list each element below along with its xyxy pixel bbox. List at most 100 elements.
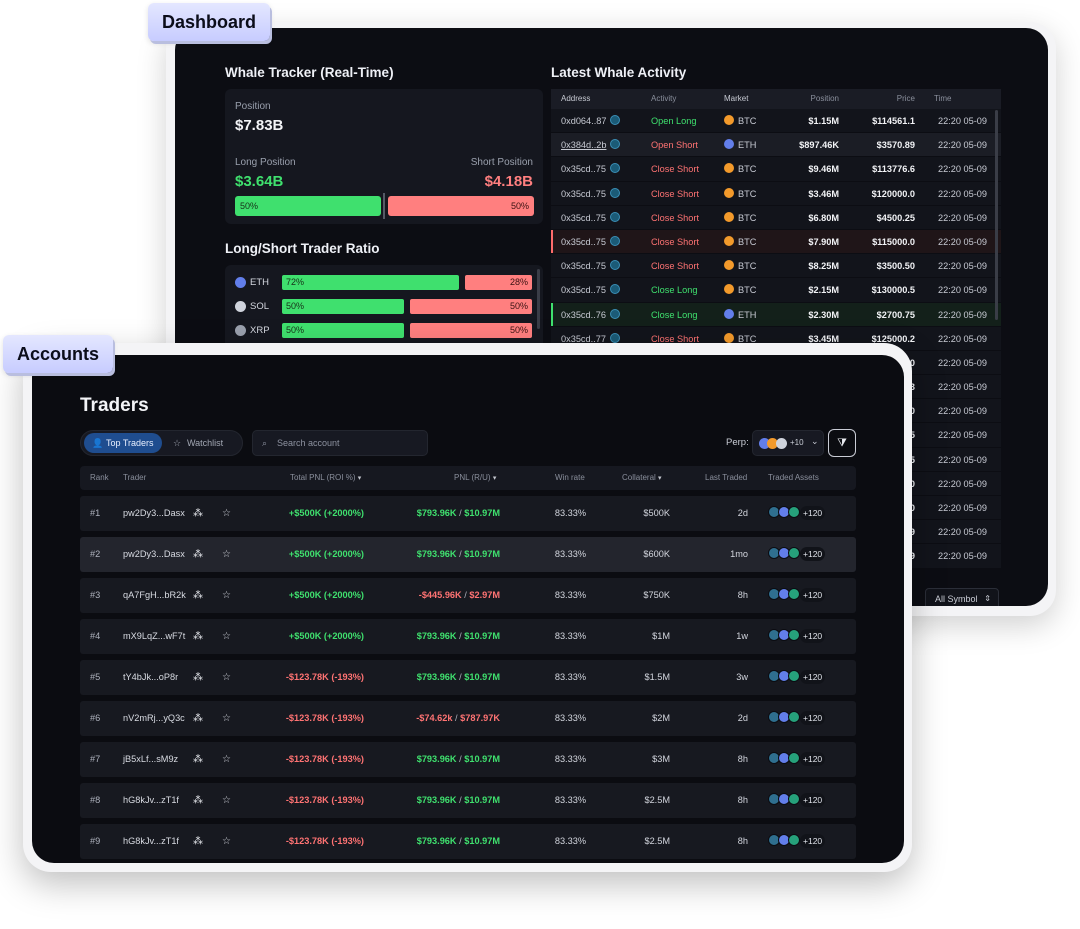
whale-address[interactable]: 0x35cd..75 [561, 230, 620, 254]
trader-row[interactable]: #3 qA7FgH...bR2k ⁂ ☆ +$500K (+2000%) -$445.96… [80, 578, 856, 613]
search-input[interactable]: ⌕ Search account [252, 430, 428, 456]
trader-address[interactable]: mX9LqZ...wF7t [123, 631, 186, 641]
trader-row[interactable]: #2 pw2Dy3...Dasx ⁂ ☆ +$500K (+2000%) $793.96K… [80, 537, 856, 572]
whale-activity-row[interactable]: 0x35cd..75 Close Short BTC $3.46M $120000.0 2… [551, 181, 1001, 206]
whale-activity-title: Latest Whale Activity [551, 65, 687, 80]
watch-star-icon[interactable]: ☆ [222, 672, 231, 683]
whale-position: $2.15M [808, 285, 839, 296]
trader-address[interactable]: jB5xLf...sM9z [123, 754, 179, 764]
assets-more[interactable]: +120 [800, 629, 826, 643]
tab-top-traders-label: Top Traders [106, 438, 154, 448]
network-icon[interactable]: ⁂ [193, 549, 203, 560]
watch-star-icon[interactable]: ☆ [222, 590, 231, 601]
sort-icon: ▾ [492, 475, 497, 482]
whale-address[interactable]: 0x35cd..75 [561, 254, 620, 278]
trader-address[interactable]: qA7FgH...bR2k [123, 590, 186, 600]
coin-icon [235, 325, 246, 336]
network-icon[interactable]: ⁂ [193, 713, 203, 724]
whale-activity-row[interactable]: 0x35cd..75 Close Long BTC $2.15M $130000.5 22… [551, 278, 1001, 303]
network-icon[interactable]: ⁂ [193, 631, 203, 642]
assets-more[interactable]: +120 [800, 711, 826, 725]
watch-star-icon[interactable]: ☆ [222, 836, 231, 847]
whale-activity-row[interactable]: 0x35cd..75 Close Short BTC $8.25M $3500.50 22… [551, 254, 1001, 279]
col-total-pnl-label: Total PNL (ROI %) [290, 473, 356, 482]
trader-address[interactable]: pw2Dy3...Dasx [123, 508, 185, 518]
trader-total-pnl: -$123.78K (-193%) [285, 836, 364, 846]
trader-row[interactable]: #7 jB5xLf...sM9z ⁂ ☆ -$123.78K (-193%) $793.9… [80, 742, 856, 777]
trader-row[interactable]: #5 tY4bJk...oP8r ⁂ ☆ -$123.78K (-193%) $793.9… [80, 660, 856, 695]
whale-activity-row[interactable]: 0x35cd..76 Close Long ETH $2.30M $2700.75 22:… [551, 302, 1001, 327]
trader-address[interactable]: hG8kJv...zT1f [123, 836, 179, 846]
whale-address[interactable]: 0x35cd..75 [561, 157, 620, 181]
watch-star-icon[interactable]: ☆ [222, 795, 231, 806]
assets-more[interactable]: +120 [800, 506, 826, 520]
whale-address[interactable]: 0x35cd..75 [561, 206, 620, 230]
watch-star-icon[interactable]: ☆ [222, 631, 231, 642]
accounts-label: Accounts [3, 335, 114, 373]
network-icon[interactable]: ⁂ [193, 508, 203, 519]
assets-more[interactable]: +120 [800, 793, 826, 807]
trader-last-traded: 2d [737, 713, 748, 723]
whale-address-text: 0x35cd..76 [561, 309, 606, 320]
whale-activity-type: Open Short [651, 140, 698, 151]
assets-more[interactable]: +120 [800, 670, 826, 684]
whale-activity-type: Close Short [651, 236, 700, 247]
trader-row[interactable]: #9 hG8kJv...zT1f ⁂ ☆ -$123.78K (-193%) $793.9… [80, 824, 856, 859]
trader-row[interactable]: #4 mX9LqZ...wF7t ⁂ ☆ +$500K (+2000%) $793.96K… [80, 619, 856, 654]
watch-star-icon[interactable]: ☆ [222, 508, 231, 519]
trader-pnl-realized: $793.96K [416, 631, 457, 641]
network-icon[interactable]: ⁂ [193, 836, 203, 847]
whale-address[interactable]: 0xd064..87 [561, 109, 621, 133]
assets-more[interactable]: +120 [800, 547, 826, 561]
watch-star-icon[interactable]: ☆ [222, 713, 231, 724]
whale-activity-row[interactable]: 0x384d..2b Open Short ETH $897.46K $3570.89 2… [551, 133, 1001, 158]
tab-top-traders[interactable]: 👤 Top Traders [84, 433, 162, 453]
assets-more[interactable]: +120 [800, 588, 826, 602]
watch-star-icon[interactable]: ☆ [222, 549, 231, 560]
trader-address[interactable]: hG8kJv...zT1f [123, 795, 179, 805]
network-icon[interactable]: ⁂ [193, 672, 203, 683]
whale-address[interactable]: 0x384d..2b [561, 133, 621, 157]
whale-activity-row[interactable]: 0x35cd..75 Close Short BTC $6.80M $4500.25 22… [551, 205, 1001, 230]
whale-address[interactable]: 0x35cd..77 [561, 327, 620, 351]
whale-activity-type: Close Long [651, 285, 698, 296]
whale-activity-row[interactable]: 0xd064..87 Open Long BTC $1.15M $114561.1 22:… [551, 109, 1001, 134]
col-collateral[interactable]: Collateral ▾ [622, 466, 662, 491]
trader-rank: #5 [90, 672, 101, 682]
whale-address[interactable]: 0x35cd..75 [561, 278, 620, 302]
trader-row[interactable]: #8 hG8kJv...zT1f ⁂ ☆ -$123.78K (-193%) $793.9… [80, 783, 856, 818]
filter-button[interactable]: ⧩ [828, 429, 856, 457]
perp-more: +10 [790, 438, 804, 447]
whale-address[interactable]: 0x35cd..76 [561, 303, 620, 327]
whale-activity-row[interactable]: 0x35cd..75 Close Short BTC $7.90M $115000.0 2… [551, 229, 1001, 255]
whale-icon [609, 308, 620, 319]
col-total-pnl[interactable]: Total PNL (ROI %) ▾ [290, 466, 361, 491]
trader-total-pnl: +$500K (+2000%) [288, 549, 364, 559]
assets-more[interactable]: +120 [800, 834, 826, 848]
whale-market: ETH [724, 303, 756, 327]
watch-star-icon[interactable]: ☆ [222, 754, 231, 765]
col-pnl[interactable]: PNL (R/U) ▾ [454, 466, 496, 491]
whale-activity-scrollbar[interactable] [995, 110, 998, 320]
symbol-select[interactable]: All Symbol ⇕ [925, 588, 999, 606]
trader-address[interactable]: tY4bJk...oP8r [123, 672, 179, 682]
ratio-scrollbar[interactable] [537, 269, 540, 329]
whale-activity-type: Close Short [651, 212, 700, 223]
whale-address[interactable]: 0x35cd..75 [561, 182, 620, 206]
network-icon[interactable]: ⁂ [193, 590, 203, 601]
filter-icon: ⧩ [837, 437, 847, 449]
position-label: Position [235, 101, 271, 112]
network-icon[interactable]: ⁂ [193, 754, 203, 765]
network-icon[interactable]: ⁂ [193, 795, 203, 806]
assets-more[interactable]: +120 [800, 752, 826, 766]
btc-icon [724, 163, 734, 174]
trader-address[interactable]: nV2mRj...yQ3c [123, 713, 185, 723]
trader-row[interactable]: #6 nV2mRj...yQ3c ⁂ ☆ -$123.78K (-193%) -$74.6… [80, 701, 856, 736]
coin-icon [235, 301, 246, 312]
trader-address[interactable]: pw2Dy3...Dasx [123, 549, 185, 559]
whale-activity-row[interactable]: 0x35cd..75 Close Short BTC $9.46M $113776.6 2… [551, 157, 1001, 182]
long-bar: 50% [235, 196, 381, 216]
trader-row[interactable]: #1 pw2Dy3...Dasx ⁂ ☆ +$500K (+2000%) $793.96K… [80, 496, 856, 531]
tab-watchlist[interactable]: ☆ Watchlist [165, 433, 241, 453]
perp-select[interactable]: +10 ⌄ [752, 430, 824, 456]
